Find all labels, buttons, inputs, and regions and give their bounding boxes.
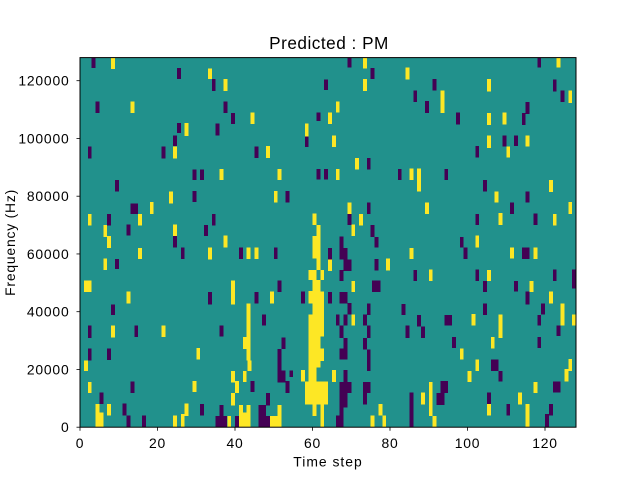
svg-text:80000: 80000 [27, 188, 70, 204]
svg-text:120000: 120000 [18, 73, 69, 89]
svg-text:20000: 20000 [27, 361, 70, 377]
svg-text:60: 60 [304, 435, 321, 451]
svg-text:80: 80 [381, 435, 398, 451]
svg-text:100000: 100000 [18, 130, 69, 146]
svg-text:40000: 40000 [27, 304, 70, 320]
svg-text:0: 0 [61, 419, 70, 435]
svg-text:Time step: Time step [293, 453, 362, 469]
svg-text:Predicted : PM: Predicted : PM [269, 33, 389, 53]
svg-text:120: 120 [532, 435, 558, 451]
svg-text:20: 20 [149, 435, 166, 451]
svg-text:0: 0 [76, 435, 85, 451]
svg-text:60000: 60000 [27, 246, 70, 262]
svg-text:40: 40 [226, 435, 243, 451]
svg-text:100: 100 [455, 435, 481, 451]
svg-text:Frequency (Hz): Frequency (Hz) [2, 189, 18, 296]
